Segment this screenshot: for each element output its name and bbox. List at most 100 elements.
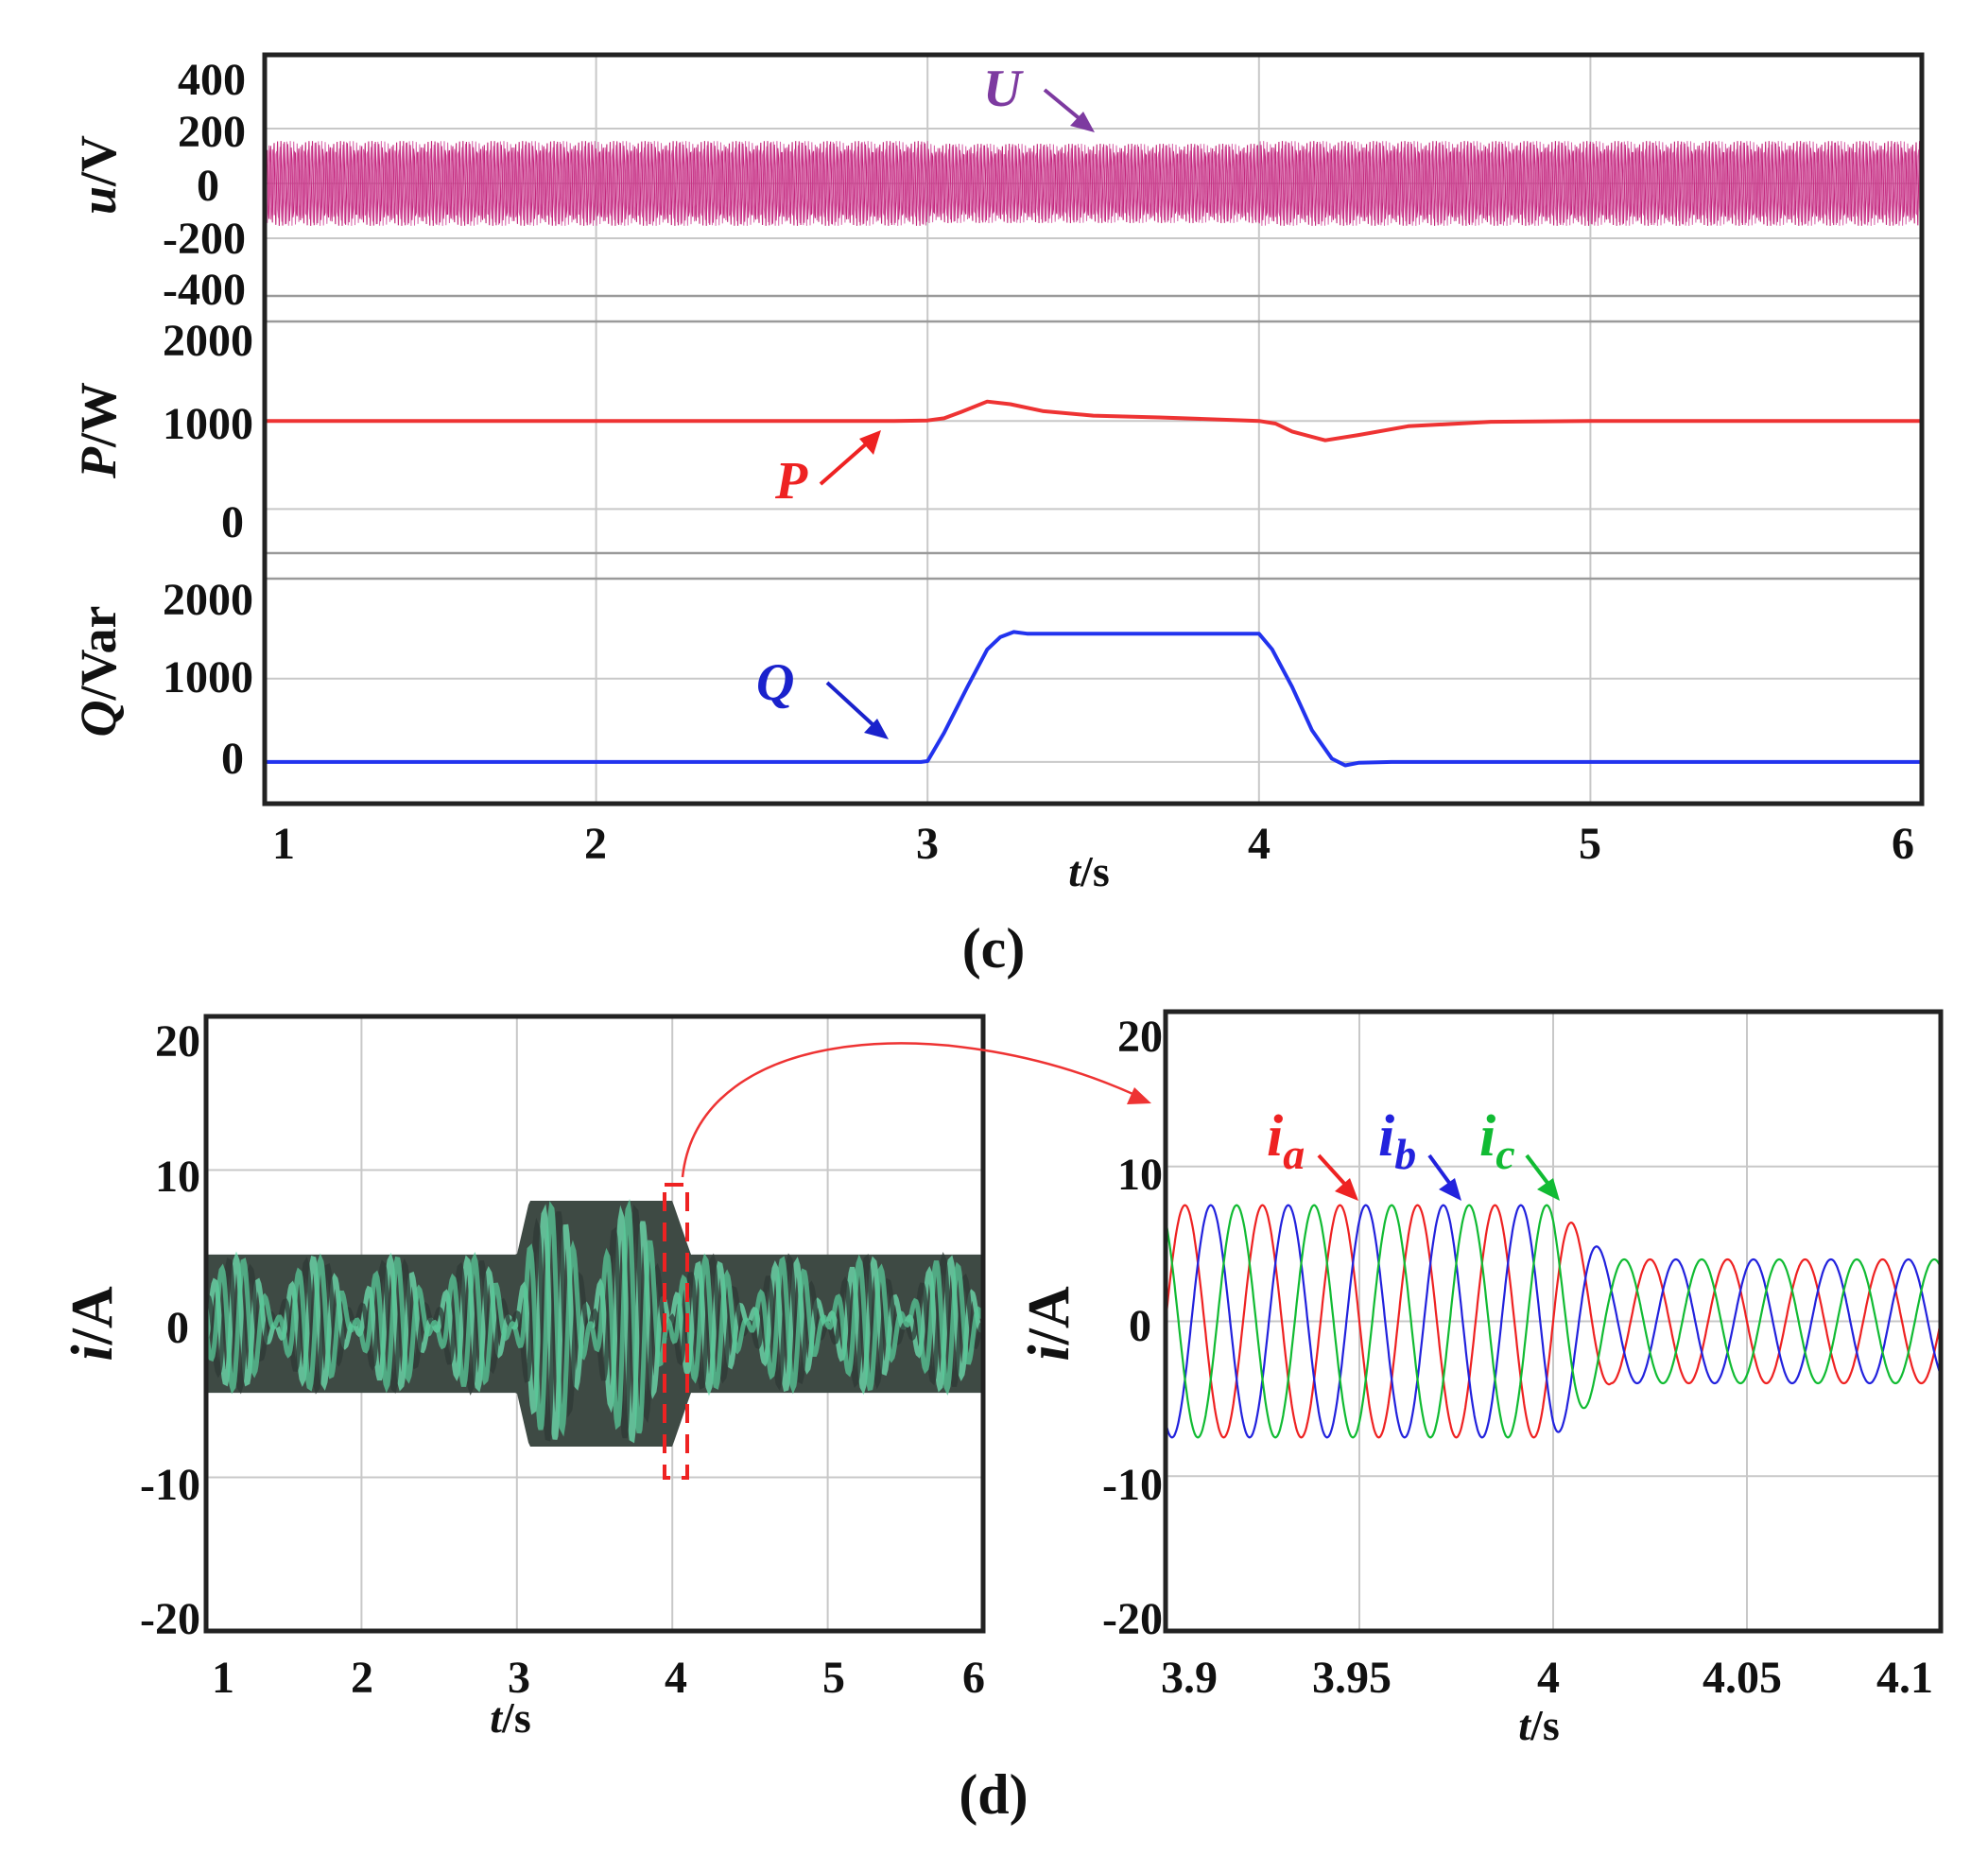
d-right-xtick-label: 4 (1537, 1653, 1560, 1703)
d-right-ytick-label: -20 (1102, 1594, 1163, 1644)
p-annotation-arrowhead (859, 430, 881, 455)
d-right-ytick-label: -10 (1102, 1460, 1163, 1510)
caption-c: (c) (962, 917, 1026, 980)
panel-c: 400 200 0 -200 -400 2000 1000 0 2000 100… (70, 52, 1925, 980)
ic-annotation-symbol: i (1479, 1104, 1495, 1169)
voltage-plot-area (265, 55, 1922, 804)
zoom-connector-arrow (681, 1042, 1140, 1178)
q-annotation-label: Q (756, 653, 794, 712)
d-right-x-axis-label-unit: /s (1530, 1701, 1560, 1749)
ia-annotation-arrowhead (1335, 1178, 1358, 1201)
panel-d-right-frame (1163, 1009, 1944, 1634)
current-zoom-plot-area (1164, 1012, 1943, 1631)
panel-d-right: 20 10 0 -10 -20 i/A 3.9 3.95 4 4.05 4.1 … (1017, 1009, 1944, 1749)
ic-annotation-arrow (1525, 1153, 1552, 1188)
d-left-y-axis-label-symbol: i (61, 1344, 125, 1361)
d-right-y-tick-labels: 20 10 0 -10 -20 (1102, 1012, 1163, 1644)
q-annotation-arrow (825, 681, 876, 728)
zoom-connector-arrowhead (1127, 1087, 1151, 1104)
p-annotation-label: P (774, 452, 808, 511)
d-left-xtick-label: 6 (962, 1653, 985, 1703)
p-ytick-label: 2000 (163, 316, 253, 366)
d-right-xtick-label: 3.9 (1161, 1653, 1218, 1703)
d-right-y-axis-label-unit: /A (1017, 1286, 1081, 1345)
c-xtick-label: 1 (272, 819, 295, 869)
ia-annotation-symbol: i (1267, 1104, 1283, 1169)
u-annotation-label: U (983, 60, 1024, 118)
p-axis-label-symbol: P (70, 446, 127, 479)
d-right-series-ia (1164, 1204, 1943, 1439)
d-left-y-axis-label-unit: /A (61, 1286, 125, 1345)
u-ytick-label: -200 (163, 214, 246, 264)
q-axis-label-symbol: Q (70, 701, 127, 737)
ib-annotation: ib (1378, 1104, 1461, 1201)
c-x-axis-label: t/s (1068, 847, 1109, 895)
d-right-series-ib (1164, 1204, 1943, 1439)
u-ytick-label: 200 (178, 107, 246, 157)
ic-annotation-label: ic (1479, 1104, 1515, 1178)
u-axis-label-symbol: u (70, 186, 127, 215)
c-x-axis-label-symbol: t (1068, 847, 1081, 895)
d-right-xtick-label: 3.95 (1312, 1653, 1392, 1703)
d-left-x-tick-labels: 1 2 3 4 5 6 (212, 1653, 985, 1703)
u-axis-label-unit: /V (70, 135, 127, 187)
caption-d: (d) (959, 1763, 1028, 1826)
d-left-phase-trace (204, 1198, 985, 1437)
zoom-box (663, 1183, 689, 1480)
p-ytick-label: 0 (221, 497, 244, 547)
d-left-xtick-label: 3 (508, 1653, 530, 1703)
d-left-ytick-label: 20 (155, 1016, 200, 1067)
c-xtick-label: 2 (584, 819, 607, 869)
q-ytick-label: 0 (221, 734, 244, 784)
ia-annotation-arrow (1317, 1153, 1349, 1188)
u-axis-label: u/V (70, 135, 127, 215)
panel-d-left-frame (203, 1014, 986, 1634)
q-axis-label-unit: /Var (70, 605, 127, 701)
u-y-tick-labels: 400 200 0 -200 -400 (163, 55, 246, 315)
u-series-line (265, 141, 1922, 226)
c-xtick-label: 5 (1579, 819, 1601, 869)
ib-annotation-arrow (1427, 1153, 1454, 1188)
d-right-ytick-label: 20 (1117, 1012, 1163, 1062)
ia-annotation: ia (1267, 1104, 1358, 1201)
p-annotation-arrow (819, 441, 870, 486)
d-left-y-tick-labels: 20 10 0 -10 -20 (140, 1016, 200, 1644)
d-left-xtick-label: 1 (212, 1653, 234, 1703)
q-annotation: Q (756, 653, 889, 739)
q-series-line (265, 630, 1922, 768)
ib-annotation-sub: b (1394, 1130, 1416, 1178)
d-left-ytick-label: 10 (155, 1152, 200, 1202)
d-left-xtick-label: 4 (665, 1653, 687, 1703)
c-xtick-label: 4 (1248, 819, 1271, 869)
d-left-xtick-label: 5 (822, 1653, 845, 1703)
panel-d-left: 20 10 0 -10 -20 i/A 1 2 3 4 5 6 t/s (61, 1014, 1151, 1742)
ib-annotation-label: ib (1378, 1104, 1416, 1178)
ic-annotation-arrowhead (1537, 1178, 1560, 1201)
d-right-xtick-label: 4.05 (1703, 1653, 1782, 1703)
p-axis-label: P/W (70, 382, 127, 479)
d-left-ytick-label: -20 (140, 1594, 200, 1644)
p-ytick-label: 1000 (163, 399, 253, 449)
d-right-x-axis-label-symbol: t (1518, 1701, 1531, 1749)
p-y-tick-labels: 2000 1000 0 (163, 316, 253, 547)
d-left-x-axis-label: t/s (490, 1693, 530, 1742)
d-right-series-ic (1164, 1204, 1943, 1439)
u-annotation: U (983, 60, 1095, 132)
ib-annotation-arrowhead (1439, 1178, 1461, 1201)
c-xtick-label: 6 (1892, 819, 1914, 869)
q-ytick-label: 1000 (163, 652, 253, 703)
p-axis-label-unit: /W (70, 382, 127, 448)
q-y-tick-labels: 2000 1000 0 (163, 575, 253, 784)
d-right-x-tick-labels: 3.9 3.95 4 4.05 4.1 (1161, 1653, 1933, 1703)
d-right-ytick-label: 0 (1129, 1301, 1151, 1351)
u-series-line-phase (265, 141, 1921, 226)
ia-annotation-sub: a (1283, 1130, 1305, 1178)
current-overview-plot-area (204, 1016, 985, 1631)
u-ytick-label: 0 (197, 161, 219, 211)
d-left-x-axis-label-unit: /s (501, 1693, 531, 1742)
reactive-power-plot-area (265, 630, 1922, 768)
panel-c-frame (262, 52, 1925, 807)
ia-annotation-label: ia (1267, 1104, 1305, 1178)
d-right-xtick-label: 4.1 (1876, 1653, 1933, 1703)
d-left-ytick-label: 0 (166, 1303, 189, 1353)
